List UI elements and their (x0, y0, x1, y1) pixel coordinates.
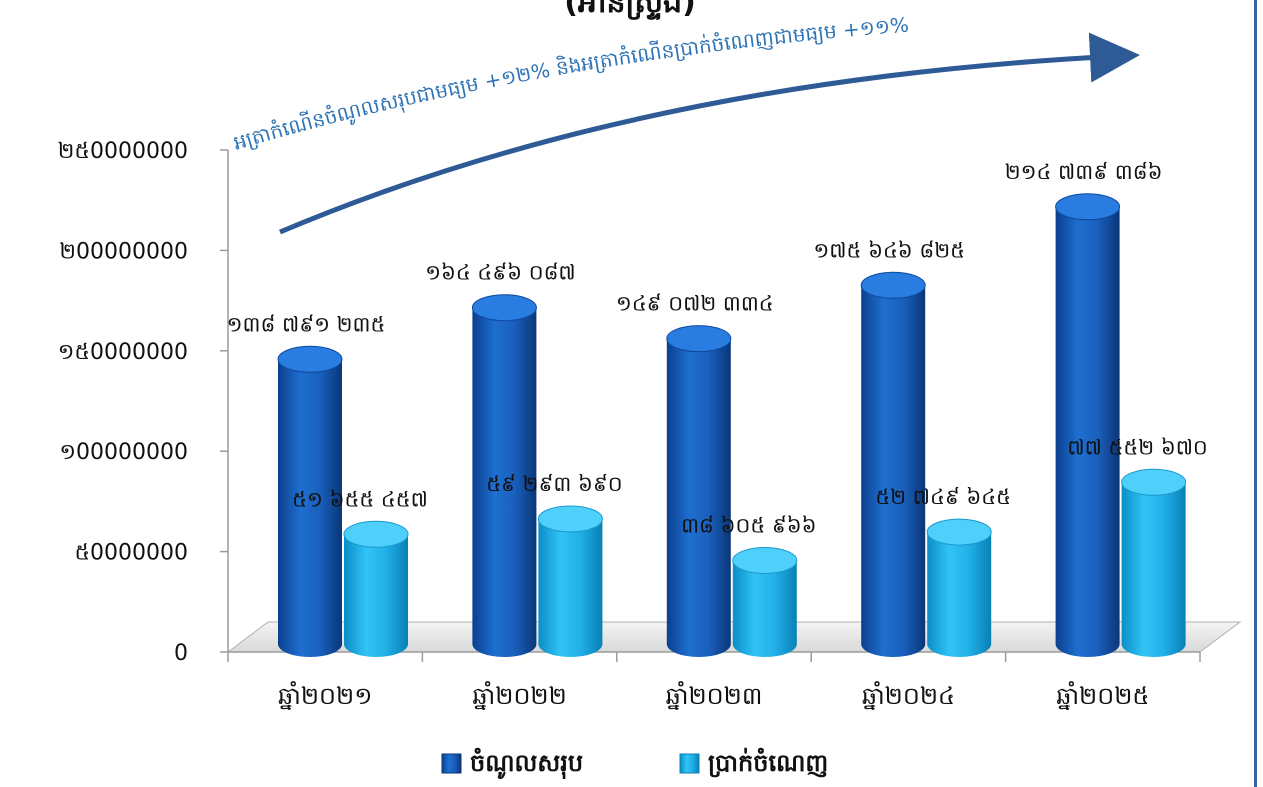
bar-profit-cap (1121, 468, 1187, 496)
x-axis-categories: ឆ្នាំ២០២១ ឆ្នាំ២០២២ ឆ្នាំ២០២៣ ឆ្នាំ២០២៤ ឆ្នា… (227, 652, 1201, 710)
bar-total-revenue-body (472, 307, 537, 657)
bar-total-revenue (471, 294, 537, 657)
page-border-right (1254, 0, 1257, 787)
bar-profit-cap (732, 546, 798, 574)
y-tick-label: ២៥0000000 (58, 139, 188, 164)
data-label: ១៣៨ ៧៩១ ២៣៥ (227, 312, 386, 336)
data-label: ១៧៥ ៦៤៦ ៨២៥ (813, 238, 965, 262)
bar-total-revenue (860, 271, 926, 657)
bar-profit-body (732, 560, 797, 657)
bar-profit (537, 505, 603, 657)
growth-arrow (279, 32, 1140, 235)
data-label: ៥២ ៧៤៩ ៦៤៥ (875, 485, 1011, 509)
legend-swatch-total-revenue (441, 753, 462, 774)
y-tick-label: ១៥0000000 (58, 340, 188, 365)
bar-total-revenue-cap (860, 271, 926, 299)
data-label: ២១៤ ៧៣៩ ៣៨៦ (1005, 160, 1163, 184)
bar-total-revenue-cap (666, 325, 732, 353)
y-tick-label: ៥0000000 (74, 541, 188, 566)
bar-total-revenue (277, 345, 343, 657)
x-category-label: ឆ្នាំ២០២៥ (1056, 681, 1149, 710)
bar-profit-cap (926, 518, 992, 546)
bar-profit-cap (343, 520, 409, 548)
legend-label-profit: ប្រាក់ចំណេញ (708, 747, 828, 778)
bar-total-revenue (666, 325, 732, 657)
bar-profit-body (1121, 482, 1186, 657)
bar-profit (343, 520, 409, 657)
x-category-label: ឆ្នាំ២០២២ (472, 681, 566, 710)
data-label: ៧៧ ៥៥២ ៦៧០ (1067, 435, 1207, 459)
data-label: ៥១ ៦៥៥ ៤៥៧ (292, 487, 428, 511)
bar-profit-body (538, 518, 603, 657)
bar-profit (732, 546, 798, 657)
bar-total-revenue-body (861, 285, 926, 657)
bar-total-revenue-body (278, 359, 342, 657)
bars (277, 193, 1187, 657)
bar-total-revenue (1055, 193, 1121, 657)
data-label: ១៤៩ ០៧២ ៣៣៤ (616, 292, 774, 316)
bar-total-revenue-cap (277, 345, 343, 373)
chart-title: (អានស្ទ្រីង) (564, 0, 696, 20)
y-tick-label: ១00000000 (59, 440, 188, 465)
bar-profit-body (344, 534, 408, 657)
bar-profit (926, 518, 992, 657)
x-category-label: ឆ្នាំ២០២១ (278, 681, 372, 710)
y-tick-label: 0 (174, 641, 188, 666)
y-tick-label: ២00000000 (59, 239, 188, 264)
data-label: ៣៨ ៦០៥ ៩៦៦ (681, 513, 816, 537)
x-category-label: ឆ្នាំ២០២៣ (666, 681, 763, 710)
legend: ចំណូលសរុប ប្រាក់ចំណេញ (441, 747, 828, 780)
bar-profit (1121, 468, 1187, 657)
legend-swatch-profit (679, 753, 700, 774)
data-label: ១៦៤ ៤៩៦ ០៨៧ (425, 261, 576, 285)
bar-total-revenue-body (666, 338, 731, 657)
x-category-label: ឆ្នាំ២០២៤ (862, 681, 955, 710)
bar-total-revenue-cap (1055, 193, 1121, 221)
bar-total-revenue-cap (471, 294, 537, 322)
y-axis-ticks: 0 ៥0000000 ១00000000 ១៥0000000 ២00000000 ២៥00… (58, 139, 228, 666)
legend-label-total-revenue: ចំណូលសរុប (470, 747, 583, 780)
bar-profit-body (927, 532, 992, 657)
bar-total-revenue-body (1055, 206, 1120, 657)
bar-profit-cap (537, 505, 603, 533)
data-label: ៥៩ ២៩៣ ៦៩០ (486, 472, 622, 496)
